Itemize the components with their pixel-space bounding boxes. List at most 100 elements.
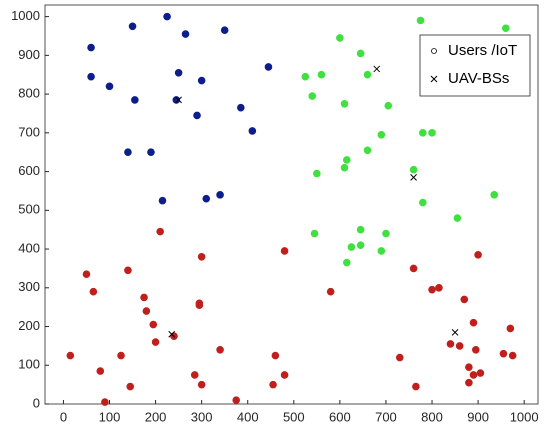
- y-tick-label: 900: [18, 47, 40, 62]
- user-point: [128, 22, 137, 31]
- user-point: [465, 378, 473, 387]
- user-point: [197, 76, 206, 85]
- user-point: [508, 351, 517, 360]
- user-point: [382, 229, 390, 238]
- x-tick-label: 0: [60, 409, 67, 424]
- user-point: [271, 351, 280, 360]
- x-tick-label: 900: [467, 409, 489, 424]
- user-point: [340, 163, 349, 172]
- user-point: [416, 16, 425, 25]
- user-point: [419, 129, 427, 137]
- y-tick-label: 800: [18, 86, 40, 101]
- user-point: [181, 30, 190, 38]
- x-tick-label: 100: [99, 409, 121, 424]
- user-point: [476, 369, 485, 377]
- user-point: [356, 49, 365, 58]
- user-point: [147, 148, 155, 157]
- y-tick-label: 500: [18, 202, 40, 217]
- y-tick-label: 600: [18, 163, 40, 178]
- user-point: [158, 196, 167, 205]
- user-point: [363, 70, 372, 79]
- user-point: [384, 101, 393, 110]
- user-point: [471, 345, 480, 354]
- user-point: [101, 398, 109, 406]
- user-point: [124, 266, 132, 275]
- user-point: [156, 227, 164, 236]
- user-point: [172, 96, 181, 104]
- user-point: [202, 194, 211, 203]
- user-point: [490, 191, 499, 199]
- user-point: [446, 340, 455, 348]
- user-point: [197, 380, 206, 389]
- user-point: [197, 252, 206, 261]
- user-point: [342, 258, 351, 267]
- user-point: [465, 363, 473, 371]
- uav-marker: [175, 96, 182, 104]
- user-point: [237, 103, 245, 112]
- user-point: [142, 307, 151, 315]
- user-point: [163, 12, 171, 21]
- user-point: [409, 165, 418, 174]
- user-point: [310, 229, 319, 238]
- y-tick-label: 100: [18, 357, 40, 372]
- user-point: [264, 63, 273, 71]
- user-point: [474, 251, 482, 259]
- uav-marker: [410, 174, 417, 181]
- user-point: [193, 111, 201, 120]
- legend-label: UAV-BSs: [448, 70, 509, 87]
- user-point: [340, 99, 349, 108]
- uav-marker: [430, 75, 438, 83]
- user-point: [317, 70, 326, 79]
- user-point: [87, 43, 95, 52]
- user-point: [363, 146, 372, 155]
- user-point: [89, 287, 98, 296]
- user-point: [280, 247, 289, 255]
- user-point: [377, 247, 386, 255]
- user-point: [326, 287, 335, 296]
- user-point: [336, 34, 344, 42]
- user-point: [342, 156, 351, 164]
- x-tick-label: 200: [145, 409, 167, 424]
- legend-box: [419, 34, 531, 97]
- user-point: [419, 198, 427, 207]
- user-point: [499, 349, 508, 358]
- user-point: [248, 127, 257, 135]
- x-tick-label: 700: [375, 409, 397, 424]
- user-point: [269, 380, 277, 389]
- user-point: [117, 351, 125, 360]
- legend-label: Users /IoT: [448, 42, 517, 59]
- user-point: [124, 148, 132, 157]
- user-point: [409, 264, 418, 273]
- y-tick-label: 0: [33, 395, 40, 410]
- user-point: [96, 367, 105, 375]
- user-point: [66, 351, 75, 360]
- user-point: [435, 283, 443, 292]
- x-tick-label: 500: [283, 409, 305, 424]
- user-point: [301, 72, 310, 81]
- user-point: [131, 96, 139, 104]
- user-point: [377, 130, 386, 139]
- user-point: [453, 214, 462, 222]
- user-point: [412, 382, 420, 391]
- user-point: [174, 68, 183, 77]
- user-point: [126, 382, 135, 391]
- user-point: [190, 371, 199, 379]
- user-point: [151, 338, 160, 346]
- y-tick-label: 200: [18, 318, 40, 333]
- x-tick-label: 400: [237, 409, 259, 424]
- x-tick-label: 800: [421, 409, 443, 424]
- user-point: [82, 270, 91, 279]
- y-tick-label: 700: [18, 124, 40, 139]
- uav-marker: [373, 65, 381, 73]
- legend-marker: [431, 48, 437, 54]
- user-point: [149, 320, 158, 329]
- user-point: [216, 191, 224, 199]
- user-point: [220, 26, 229, 34]
- user-point: [87, 72, 95, 81]
- user-point: [280, 371, 289, 379]
- user-point: [395, 353, 404, 362]
- user-point: [216, 345, 224, 354]
- uav-marker: [168, 330, 176, 338]
- user-point: [506, 324, 515, 333]
- user-point: [356, 241, 365, 249]
